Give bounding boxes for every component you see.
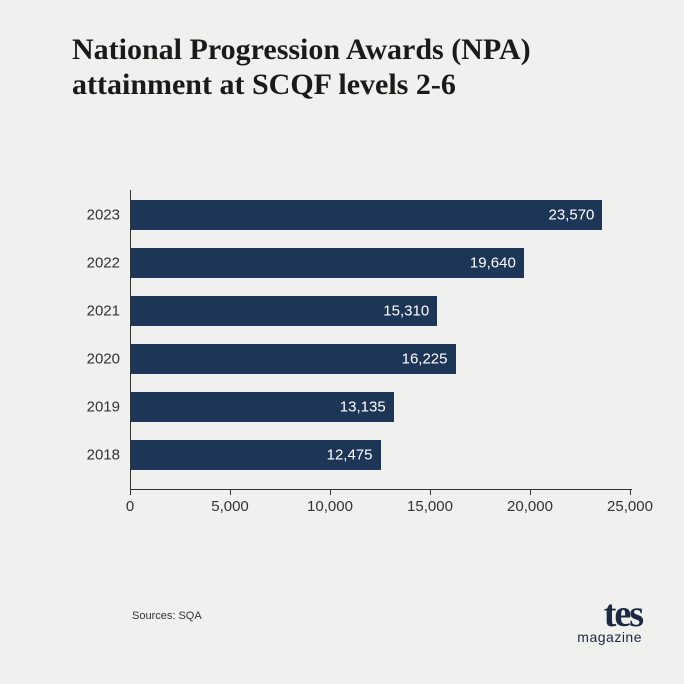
bar-row: 16,225 (131, 344, 456, 374)
x-tick (430, 490, 431, 495)
bar-row: 13,135 (131, 392, 394, 422)
bar-chart: 23,570 19,640 15,310 16,225 13,135 12,475 202… (72, 190, 632, 520)
bar-row: 19,640 (131, 248, 524, 278)
y-axis-label: 2021 (87, 303, 120, 320)
plot-area: 23,570 19,640 15,310 16,225 13,135 12,475 (130, 190, 632, 490)
bar: 23,570 (131, 200, 602, 230)
tes-logo: tes magazine (577, 598, 642, 644)
bar-value-label: 23,570 (549, 207, 595, 224)
bar-value-label: 19,640 (470, 255, 516, 272)
bar: 13,135 (131, 392, 394, 422)
bar-value-label: 16,225 (402, 351, 448, 368)
source-text: Sources: SQA (132, 610, 202, 622)
x-axis-label: 0 (126, 498, 134, 515)
x-tick (130, 490, 131, 495)
bar: 15,310 (131, 296, 437, 326)
y-axis-label: 2023 (87, 207, 120, 224)
x-tick (230, 490, 231, 495)
x-axis-label: 15,000 (407, 498, 453, 515)
bar-row: 23,570 (131, 200, 602, 230)
y-axis-label: 2020 (87, 351, 120, 368)
bar-row: 15,310 (131, 296, 437, 326)
x-tick (530, 490, 531, 495)
bar: 19,640 (131, 248, 524, 278)
logo-bottom: magazine (577, 632, 642, 644)
bar-row: 12,475 (131, 440, 381, 470)
chart-title: National Progression Awards (NPA) attain… (72, 32, 612, 103)
y-axis-label: 2018 (87, 447, 120, 464)
bar-value-label: 12,475 (327, 447, 373, 464)
y-axis-label: 2022 (87, 255, 120, 272)
x-tick (330, 490, 331, 495)
bar-value-label: 13,135 (340, 399, 386, 416)
bar: 12,475 (131, 440, 381, 470)
x-axis-label: 25,000 (607, 498, 653, 515)
x-axis-label: 10,000 (307, 498, 353, 515)
bar-value-label: 15,310 (383, 303, 429, 320)
x-axis-label: 5,000 (211, 498, 249, 515)
y-axis-label: 2019 (87, 399, 120, 416)
bar: 16,225 (131, 344, 456, 374)
x-tick (630, 490, 631, 495)
x-axis-label: 20,000 (507, 498, 553, 515)
